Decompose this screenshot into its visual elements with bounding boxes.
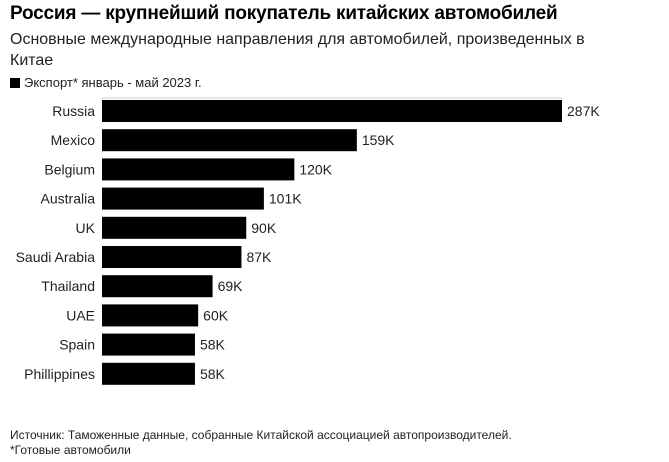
bar	[102, 333, 195, 356]
data-label: 101K	[269, 191, 302, 207]
bar	[102, 100, 562, 122]
data-label: 159K	[362, 132, 395, 148]
bar	[102, 362, 195, 385]
bar	[102, 304, 199, 327]
category-label: Mexico	[51, 132, 96, 148]
category-label: Belgium	[44, 161, 95, 177]
bar	[102, 187, 264, 210]
category-label: UAE	[66, 307, 95, 323]
legend-label: Экспорт* январь - май 2023 г.	[24, 75, 202, 90]
category-label: Saudi Arabia	[16, 249, 96, 265]
bar	[102, 129, 357, 152]
data-label: 287K	[567, 103, 600, 119]
bar	[102, 275, 213, 298]
bar	[102, 158, 295, 181]
source-note: Источник: Таможенные данные, собранные К…	[10, 428, 512, 442]
legend: Экспорт* январь - май 2023 г.	[10, 75, 202, 90]
category-label: Russia	[52, 103, 95, 119]
bar-chart: Russia 287K Mexico 159K Belgium 120K Australia…	[16, 97, 600, 385]
category-label: Spain	[59, 337, 95, 353]
legend-swatch	[10, 77, 20, 88]
data-label: 69K	[218, 278, 244, 294]
data-label: 60K	[203, 307, 229, 323]
footer: Источник: Таможенные данные, собранные К…	[10, 428, 512, 458]
data-label: 58K	[200, 366, 226, 382]
data-label: 90K	[251, 220, 277, 236]
data-label: 58K	[200, 337, 226, 353]
category-label: UK	[76, 220, 96, 236]
category-label: Thailand	[41, 278, 95, 294]
data-label: 87K	[246, 249, 272, 265]
chart-subtitle: Основные международные направления для а…	[10, 31, 585, 69]
data-label: 120K	[299, 161, 332, 177]
chart-title: Россия — крупнейший покупатель китайских…	[10, 3, 558, 24]
bar	[102, 246, 242, 268]
category-label: Phillippines	[24, 366, 95, 382]
category-label: Australia	[41, 191, 96, 207]
footnote: *Готовые автомобили	[10, 443, 131, 457]
bar	[102, 216, 247, 239]
